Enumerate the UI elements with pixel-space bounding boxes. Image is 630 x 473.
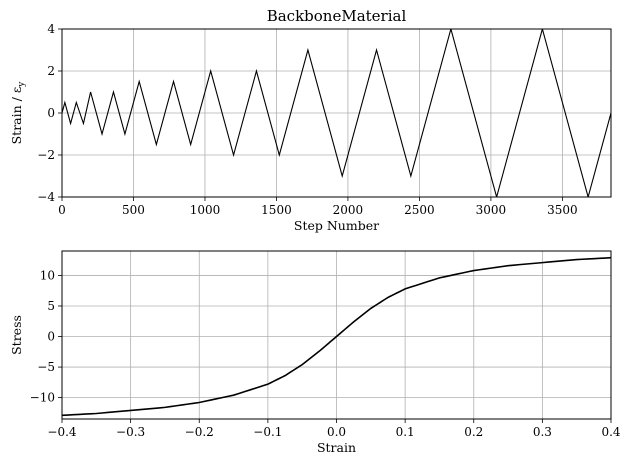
x-tick-label: 0.2 xyxy=(464,425,483,439)
y-tick-label: −2 xyxy=(37,148,55,162)
ticks: −0.4 −0.3 −0.2 −0.1 0.0 0.1 0.2 0.3 0.4 −10 −5 0 5 10 xyxy=(30,268,621,439)
ticks: 0 500 1000 1500 2000 2500 3000 3500 −4 −2 0 2 4 xyxy=(37,22,577,217)
grid xyxy=(61,251,612,419)
x-tick-label: 0.1 xyxy=(396,425,415,439)
y-tick-label: 5 xyxy=(47,299,55,313)
stress-strain-plot: −0.4 −0.3 −0.2 −0.1 0.0 0.1 0.2 0.3 0.4 −10 −5 0 5 10… xyxy=(9,250,621,455)
x-tick-label: 0.3 xyxy=(533,425,552,439)
x-tick-label: 3000 xyxy=(476,203,507,217)
y-axis-label-subscript: y xyxy=(17,81,27,88)
series-line xyxy=(62,256,611,417)
y-tick-label: 0 xyxy=(47,106,55,120)
series-layer xyxy=(62,256,611,417)
x-tick-label: −0.2 xyxy=(185,425,214,439)
x-tick-label: 1000 xyxy=(190,203,221,217)
strain-history-plot: 0 500 1000 1500 2000 2500 3000 3500 −4 −2 0 2 4 Back… xyxy=(9,7,612,233)
y-tick-label: −10 xyxy=(30,391,55,405)
y-tick-label: −4 xyxy=(37,190,55,204)
x-tick-label: −0.1 xyxy=(253,425,282,439)
x-axis-label: Strain xyxy=(317,440,356,455)
series-layer xyxy=(62,29,611,197)
x-tick-label: −0.4 xyxy=(47,425,77,439)
y-axis-label: Stress xyxy=(9,315,24,355)
plot-title: BackboneMaterial xyxy=(267,7,407,25)
x-tick-label: 0.0 xyxy=(327,425,346,439)
y-tick-label: 0 xyxy=(47,330,55,344)
y-tick-label: 10 xyxy=(40,268,55,282)
x-tick-label: 500 xyxy=(122,203,145,217)
x-tick-label: 3500 xyxy=(547,203,578,217)
x-tick-label: 2000 xyxy=(333,203,364,217)
y-tick-label: 2 xyxy=(47,64,55,78)
series-line xyxy=(62,29,611,197)
grid xyxy=(61,28,611,198)
y-axis-label: Strain / εy xyxy=(9,81,27,145)
y-tick-label: −5 xyxy=(37,360,55,374)
x-tick-label: 2500 xyxy=(404,203,435,217)
x-axis-label: Step Number xyxy=(294,218,379,233)
x-tick-label: 0.4 xyxy=(601,425,620,439)
x-tick-label: −0.3 xyxy=(116,425,145,439)
y-tick-label: 4 xyxy=(47,22,55,36)
x-tick-label: 0 xyxy=(58,203,66,217)
y-axis-label-main: Strain / ε xyxy=(9,87,24,145)
x-tick-label: 1500 xyxy=(261,203,292,217)
